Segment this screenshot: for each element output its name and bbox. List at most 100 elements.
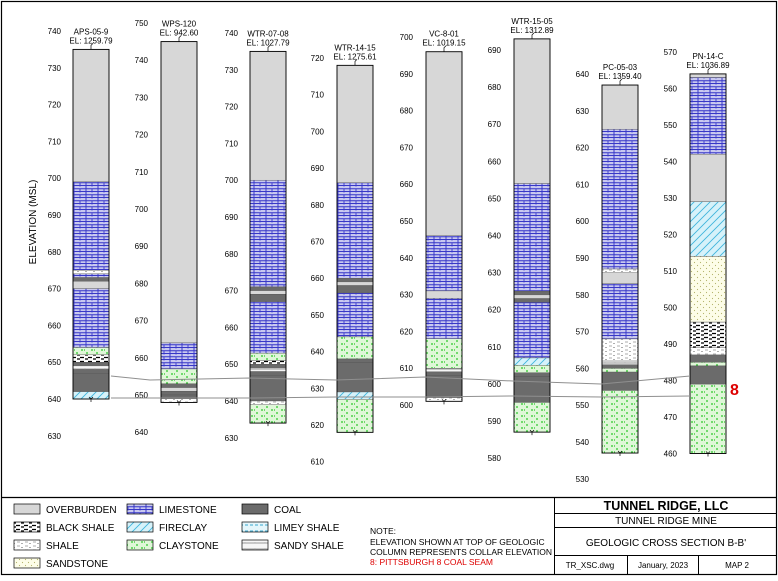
borehole-vc-8-01: 700 690 680 670 660 650 640 630 620 610 600 VC-8-01… — [400, 30, 466, 410]
borehole-id: VC-8-01 — [429, 30, 459, 39]
elevation-tick-label: 720 — [311, 54, 325, 63]
layer-claystone — [160, 368, 198, 385]
layer-claystone — [689, 383, 727, 454]
layer-coal — [513, 298, 551, 303]
legend-item-shale: SHALE — [13, 539, 79, 552]
layer-coal — [160, 383, 198, 388]
elevation-tick-label: 740 — [225, 29, 239, 38]
elevation-tick-label: 630 — [400, 291, 414, 300]
elevation-tick-label: 730 — [225, 66, 239, 75]
elevation-tick-label: 740 — [135, 56, 149, 65]
elevation-tick-label: 670 — [135, 317, 149, 326]
base-marker — [88, 396, 94, 402]
elevation-tick-label: 610 — [311, 458, 325, 467]
legend-item-coal: COAL — [241, 503, 302, 516]
elevation-tick-label: 670 — [488, 120, 502, 129]
layer-shale — [72, 270, 110, 275]
layer-shale — [601, 268, 639, 273]
legend-label: LIMESTONE — [159, 505, 217, 516]
borehole-elevation: EL: 1019.15 — [422, 39, 466, 48]
layer-shale — [249, 400, 287, 405]
map-number: MAP 2 — [725, 561, 749, 570]
elevation-tick-label: 600 — [576, 217, 590, 226]
elevation-tick-label: 630 — [576, 107, 590, 116]
elevation-tick-label: 680 — [48, 248, 62, 257]
layer-overburden — [336, 281, 374, 286]
layer-coal — [336, 358, 374, 363]
elevation-tick-label: 690 — [488, 46, 502, 55]
elevation-tick-label: 590 — [576, 254, 590, 263]
elevation-tick-label: 640 — [576, 70, 590, 79]
legend-swatch — [241, 539, 269, 551]
elevation-tick-label: 690 — [48, 211, 62, 220]
elevation-tick-label: 530 — [664, 194, 678, 203]
layer-limestone — [425, 235, 463, 292]
elevation-tick-label: 560 — [664, 85, 678, 94]
layer-overburden — [160, 387, 198, 392]
layer-coal — [425, 371, 463, 376]
layer-coal — [249, 286, 287, 291]
elevation-tick-label: 700 — [400, 33, 414, 42]
elevation-tick-label: 640 — [48, 395, 62, 404]
collar-marker — [531, 32, 535, 39]
layer-overburden — [72, 49, 110, 183]
elevation-tick-label: 650 — [225, 360, 239, 369]
layer-claystone — [513, 365, 551, 373]
note-line-2: COLUMN REPRESENTS COLLAR ELEVATION — [370, 547, 552, 557]
borehole-elevation: EL: 942.60 — [160, 29, 199, 38]
layer-coal — [689, 354, 727, 363]
layer-limestone — [513, 302, 551, 359]
base-marker — [176, 400, 182, 406]
elevation-tick-label: 720 — [225, 103, 239, 112]
layer-fireclay — [336, 391, 374, 400]
layer-coal — [336, 278, 374, 283]
coal-seam-top-correlation — [110, 375, 691, 385]
elevation-tick-label: 680 — [488, 83, 502, 92]
borehole-id: APS-05-9 — [74, 27, 109, 36]
company-name: TUNNEL RIDGE, LLC — [604, 499, 729, 513]
collar-marker — [443, 45, 447, 52]
layer-fireclay — [689, 201, 727, 257]
lithology-legend: OVERBURDEN LIMESTONE COAL BLACK SHALE FIRECL… — [13, 503, 344, 570]
layer-coal — [72, 277, 110, 282]
collar-marker — [90, 43, 94, 50]
elevation-tick-label: 660 — [311, 274, 325, 283]
elevation-tick-label: 670 — [225, 287, 239, 296]
elevation-tick-label: 490 — [664, 340, 678, 349]
elevation-tick-label: 650 — [48, 358, 62, 367]
elevation-tick-label: 640 — [488, 232, 502, 241]
borehole-aps-05-9: 740 730 720 710 700 690 680 670 660 650 640 630 APS-… — [48, 27, 113, 441]
legend-item-limeyshale: LIMEY SHALE — [241, 521, 340, 534]
legend-label: SANDSTONE — [46, 559, 108, 570]
layer-overburden — [689, 73, 727, 78]
elevation-tick-label: 680 — [135, 279, 149, 288]
elevation-tick-label: 640 — [311, 348, 325, 357]
layer-claystone — [336, 336, 374, 360]
elevation-tick-label: 480 — [664, 377, 678, 386]
layer-coal — [513, 376, 551, 403]
elevation-tick-label: 660 — [225, 323, 239, 332]
layer-claystone — [249, 352, 287, 361]
base-marker — [352, 430, 358, 436]
base-marker — [705, 451, 711, 457]
note-key-text: : PITTSBURGH 8 COAL SEAM — [375, 557, 493, 567]
layer-limestone — [425, 298, 463, 339]
legend-swatch — [13, 539, 41, 551]
elevation-tick-label: 670 — [311, 238, 325, 247]
layer-coal — [72, 362, 110, 367]
layer-limestone — [249, 179, 287, 288]
elevation-tick-label: 600 — [400, 401, 414, 410]
elevation-tick-label: 520 — [664, 231, 678, 240]
layer-limestone — [336, 292, 374, 338]
layer-overburden — [513, 38, 551, 184]
elevation-axis-label: ELEVATION (MSL) — [28, 180, 39, 265]
borehole-wtr-15-05: 690 680 670 660 650 640 630 620 610 600 590 580 WTR-… — [488, 17, 554, 463]
layer-claystone — [601, 368, 639, 373]
layer-sandstone — [689, 256, 727, 323]
layer-blackshale — [72, 354, 110, 363]
borehole-id: WTR-15-05 — [511, 17, 553, 26]
elevation-tick-label: 690 — [311, 164, 325, 173]
elevation-tick-label: 630 — [225, 434, 239, 443]
